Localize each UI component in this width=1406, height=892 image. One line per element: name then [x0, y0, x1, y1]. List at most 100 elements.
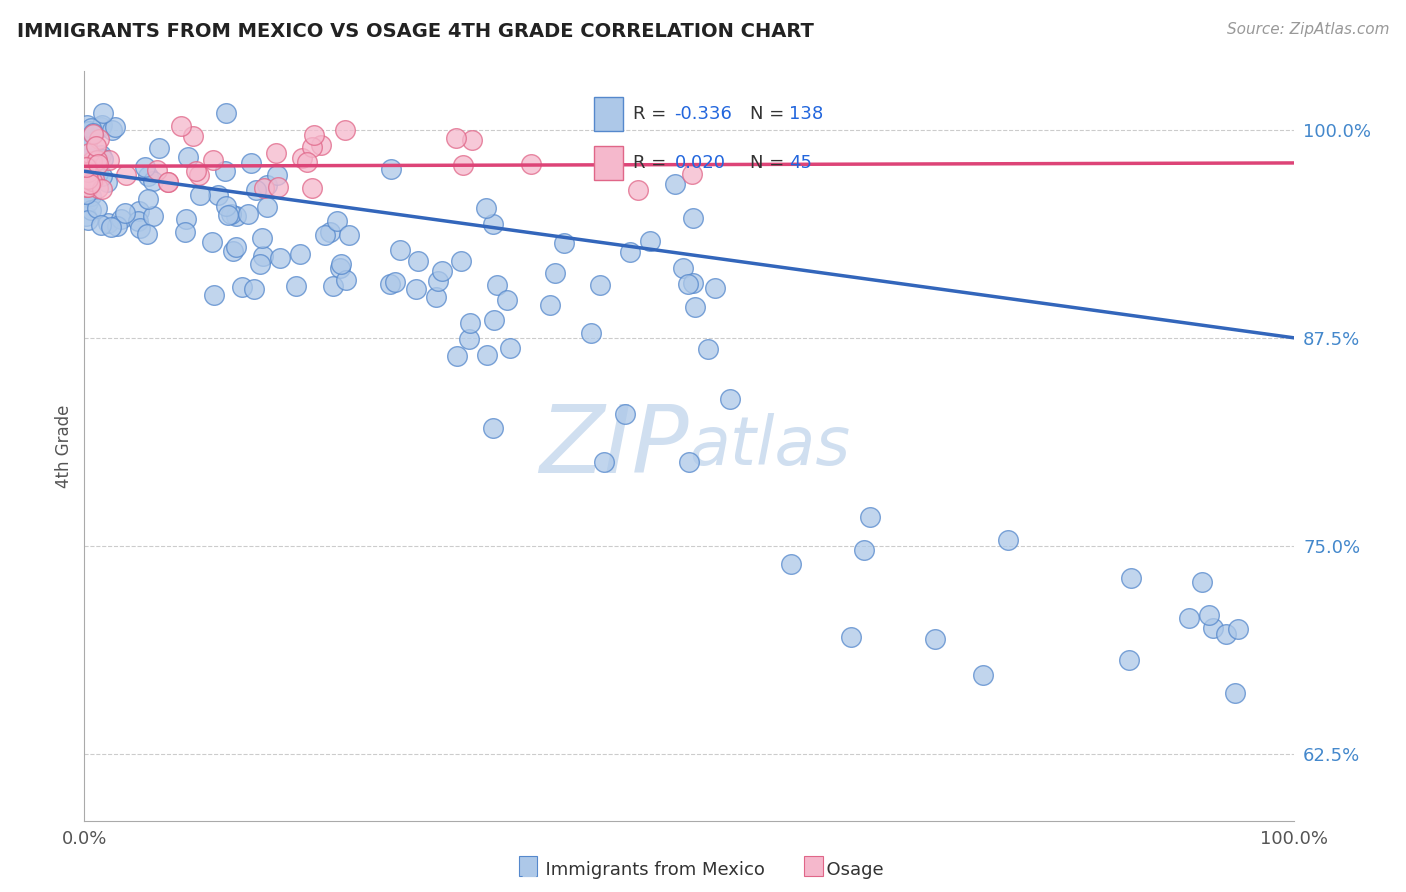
Point — [156, 175, 179, 189]
Text: ZIP: ZIP — [540, 401, 689, 491]
Point — [301, 140, 323, 154]
Point — [76, 135, 98, 149]
Point — [924, 632, 946, 647]
Text: atlas: atlas — [689, 413, 851, 479]
Point — [236, 207, 259, 221]
Point — [378, 277, 401, 291]
Point — [76, 118, 98, 132]
Point — [682, 211, 704, 225]
Point — [543, 267, 565, 281]
Point — [138, 192, 160, 206]
Point — [240, 156, 263, 170]
Point — [682, 276, 704, 290]
Point — [579, 326, 602, 341]
Point — [388, 243, 411, 257]
Point — [676, 277, 699, 292]
Point — [444, 130, 467, 145]
Point — [231, 280, 253, 294]
Point — [174, 212, 197, 227]
Point — [75, 163, 97, 178]
Point — [86, 153, 108, 168]
Point — [1178, 611, 1201, 625]
Point — [249, 257, 271, 271]
Point — [457, 332, 479, 346]
Point — [76, 159, 98, 173]
Point — [96, 175, 118, 189]
Point — [302, 128, 325, 142]
Point — [301, 181, 323, 195]
Point — [329, 257, 352, 271]
Point — [136, 169, 159, 183]
Point — [187, 168, 209, 182]
Point — [322, 278, 344, 293]
Point — [593, 455, 616, 469]
Point — [256, 200, 278, 214]
Point — [219, 207, 242, 221]
Point — [82, 126, 104, 140]
Point — [678, 455, 700, 469]
Point — [83, 163, 105, 178]
Point — [380, 162, 402, 177]
Point — [90, 148, 112, 162]
Point — [461, 133, 484, 147]
Point — [405, 282, 427, 296]
Point — [243, 282, 266, 296]
Point — [852, 542, 875, 557]
Point — [201, 235, 224, 249]
Point — [252, 248, 274, 262]
Point — [337, 228, 360, 243]
Point — [267, 180, 290, 194]
Point — [79, 202, 101, 217]
Point — [997, 533, 1019, 548]
Point — [841, 631, 863, 645]
Point — [222, 244, 245, 259]
Point — [664, 177, 686, 191]
Point — [114, 206, 136, 220]
Point — [170, 120, 193, 134]
Point — [1202, 621, 1225, 635]
Point — [186, 163, 208, 178]
Point — [90, 169, 112, 183]
Point — [214, 199, 236, 213]
Point — [451, 158, 474, 172]
Point — [134, 160, 156, 174]
Point — [619, 244, 641, 259]
Point — [101, 122, 124, 136]
Point — [266, 168, 288, 182]
Point — [89, 132, 111, 146]
Point — [145, 163, 167, 178]
Point — [329, 260, 352, 275]
Point — [335, 122, 357, 136]
Point — [1119, 571, 1142, 585]
Point — [520, 157, 543, 171]
Point — [1198, 608, 1220, 623]
Point — [76, 172, 98, 186]
Point — [136, 227, 159, 241]
Point — [90, 218, 112, 232]
Point — [75, 160, 97, 174]
Point — [779, 557, 801, 571]
Point — [142, 209, 165, 223]
Point — [207, 188, 229, 202]
Y-axis label: 4th Grade: 4th Grade — [55, 404, 73, 488]
Point — [79, 146, 101, 161]
Text: Immigrants from Mexico: Immigrants from Mexico — [534, 861, 765, 879]
Point — [97, 153, 120, 167]
Point — [1226, 623, 1249, 637]
Point — [77, 194, 100, 209]
Point — [75, 210, 97, 224]
Point — [458, 316, 481, 330]
Point — [384, 275, 406, 289]
Point — [87, 166, 110, 180]
Point — [148, 141, 170, 155]
Point — [75, 187, 97, 202]
Point — [450, 254, 472, 268]
Point — [80, 154, 103, 169]
Point — [80, 161, 103, 175]
Point — [105, 219, 128, 233]
Point — [589, 277, 612, 292]
Point — [127, 213, 149, 227]
Point — [475, 201, 498, 215]
Point — [1118, 653, 1140, 667]
Point — [718, 392, 741, 407]
